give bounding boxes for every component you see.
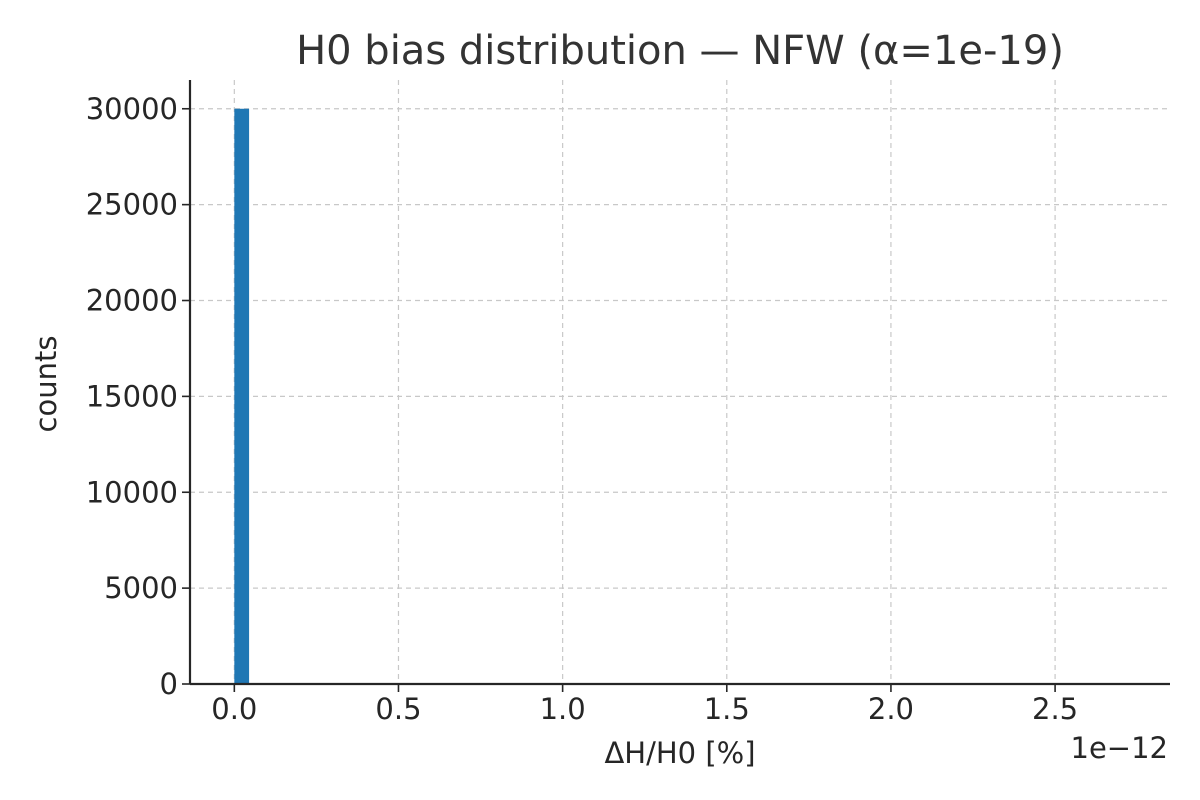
y-tick-label: 15000	[86, 379, 178, 413]
x-tick-label: 1.5	[704, 692, 750, 726]
x-axis-offset-label: 1e−12	[1071, 731, 1169, 765]
x-tick-label: 1.0	[540, 692, 586, 726]
axes	[188, 80, 1170, 686]
x-tick-label: 0.0	[211, 692, 257, 726]
x-axis-label: ΔH/H0 [%]	[604, 736, 755, 770]
grid-lines	[190, 80, 1170, 684]
y-tick-label: 20000	[86, 284, 178, 318]
histogram-bar	[234, 108, 250, 684]
y-ticks: 0 5000 10000 15000 20000 25000 30000	[86, 92, 190, 701]
x-tick-label: 2.0	[868, 692, 914, 726]
y-tick-label: 30000	[86, 92, 178, 126]
chart-title: H0 bias distribution — NFW (α=1e-19)	[296, 28, 1064, 74]
y-tick-label: 10000	[86, 475, 178, 509]
y-tick-label: 5000	[104, 571, 178, 605]
y-tick-label: 0	[160, 667, 178, 701]
x-ticks: 0.0 0.5 1.0 1.5 2.0 2.5	[211, 684, 1078, 726]
x-tick-label: 2.5	[1032, 692, 1078, 726]
y-axis-label: counts	[29, 336, 63, 433]
x-tick-label: 0.5	[375, 692, 421, 726]
y-tick-label: 25000	[86, 188, 178, 222]
bars	[234, 108, 250, 684]
